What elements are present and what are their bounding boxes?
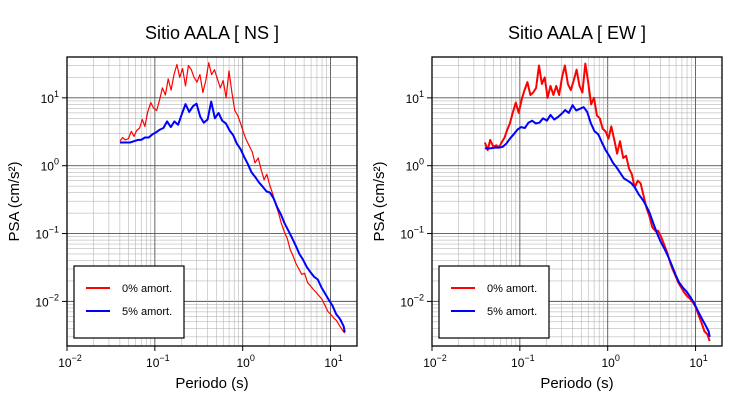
series-group bbox=[483, 62, 711, 342]
series-line-5pct bbox=[119, 100, 346, 333]
series-line-0pct bbox=[119, 62, 346, 334]
x-tick-label: 10−2 bbox=[58, 353, 82, 370]
x-tick-label: 101 bbox=[689, 353, 707, 370]
legend: 0% amort. 5% amort. bbox=[73, 265, 185, 339]
x-tick-label: 100 bbox=[237, 353, 255, 370]
legend-label-5pct: 5% amort. bbox=[122, 306, 172, 318]
x-tick-label: 10−2 bbox=[423, 353, 447, 370]
plot-frame bbox=[66, 56, 358, 347]
legend: 0% amort. 5% amort. bbox=[438, 265, 550, 339]
y-tick-label: 100 bbox=[41, 157, 59, 174]
y-axis-label: PSA (cm/s²) bbox=[6, 161, 23, 241]
chart-title: Sitio AALA [ EW ] bbox=[508, 23, 646, 43]
plot-frame bbox=[431, 56, 723, 347]
y-tick-label: 10−2 bbox=[400, 292, 424, 309]
series-line-5pct bbox=[484, 104, 711, 338]
legend-box bbox=[438, 265, 550, 339]
y-tick-label: 101 bbox=[406, 89, 424, 106]
series-group bbox=[119, 62, 346, 334]
y-tick-label: 10−2 bbox=[35, 292, 59, 309]
grid bbox=[431, 56, 723, 347]
y-axis-label: PSA (cm/s²) bbox=[371, 161, 388, 241]
chart-title: Sitio AALA [ NS ] bbox=[145, 23, 279, 43]
legend-label-5pct: 5% amort. bbox=[487, 306, 537, 318]
legend-label-0pct: 0% amort. bbox=[487, 283, 537, 295]
x-tick-label: 10−1 bbox=[511, 353, 535, 370]
x-tick-label: 101 bbox=[324, 353, 342, 370]
chart-panel-ns: Sitio AALA [ NS ] Periodo (s) PSA (cm/s²… bbox=[6, 23, 358, 392]
y-tick-label: 10−1 bbox=[35, 225, 59, 242]
y-tick-label: 10−1 bbox=[400, 225, 424, 242]
chart-panel-ew: Sitio AALA [ EW ] Periodo (s) PSA (cm/s²… bbox=[371, 23, 723, 392]
x-tick-label: 100 bbox=[602, 353, 620, 370]
legend-label-0pct: 0% amort. bbox=[122, 283, 172, 295]
y-tick-label: 100 bbox=[406, 157, 424, 174]
x-axis-label: Periodo (s) bbox=[175, 375, 248, 392]
legend-box bbox=[73, 265, 185, 339]
x-tick-label: 10−1 bbox=[146, 353, 170, 370]
x-axis-label: Periodo (s) bbox=[540, 375, 613, 392]
y-tick-label: 101 bbox=[41, 89, 59, 106]
